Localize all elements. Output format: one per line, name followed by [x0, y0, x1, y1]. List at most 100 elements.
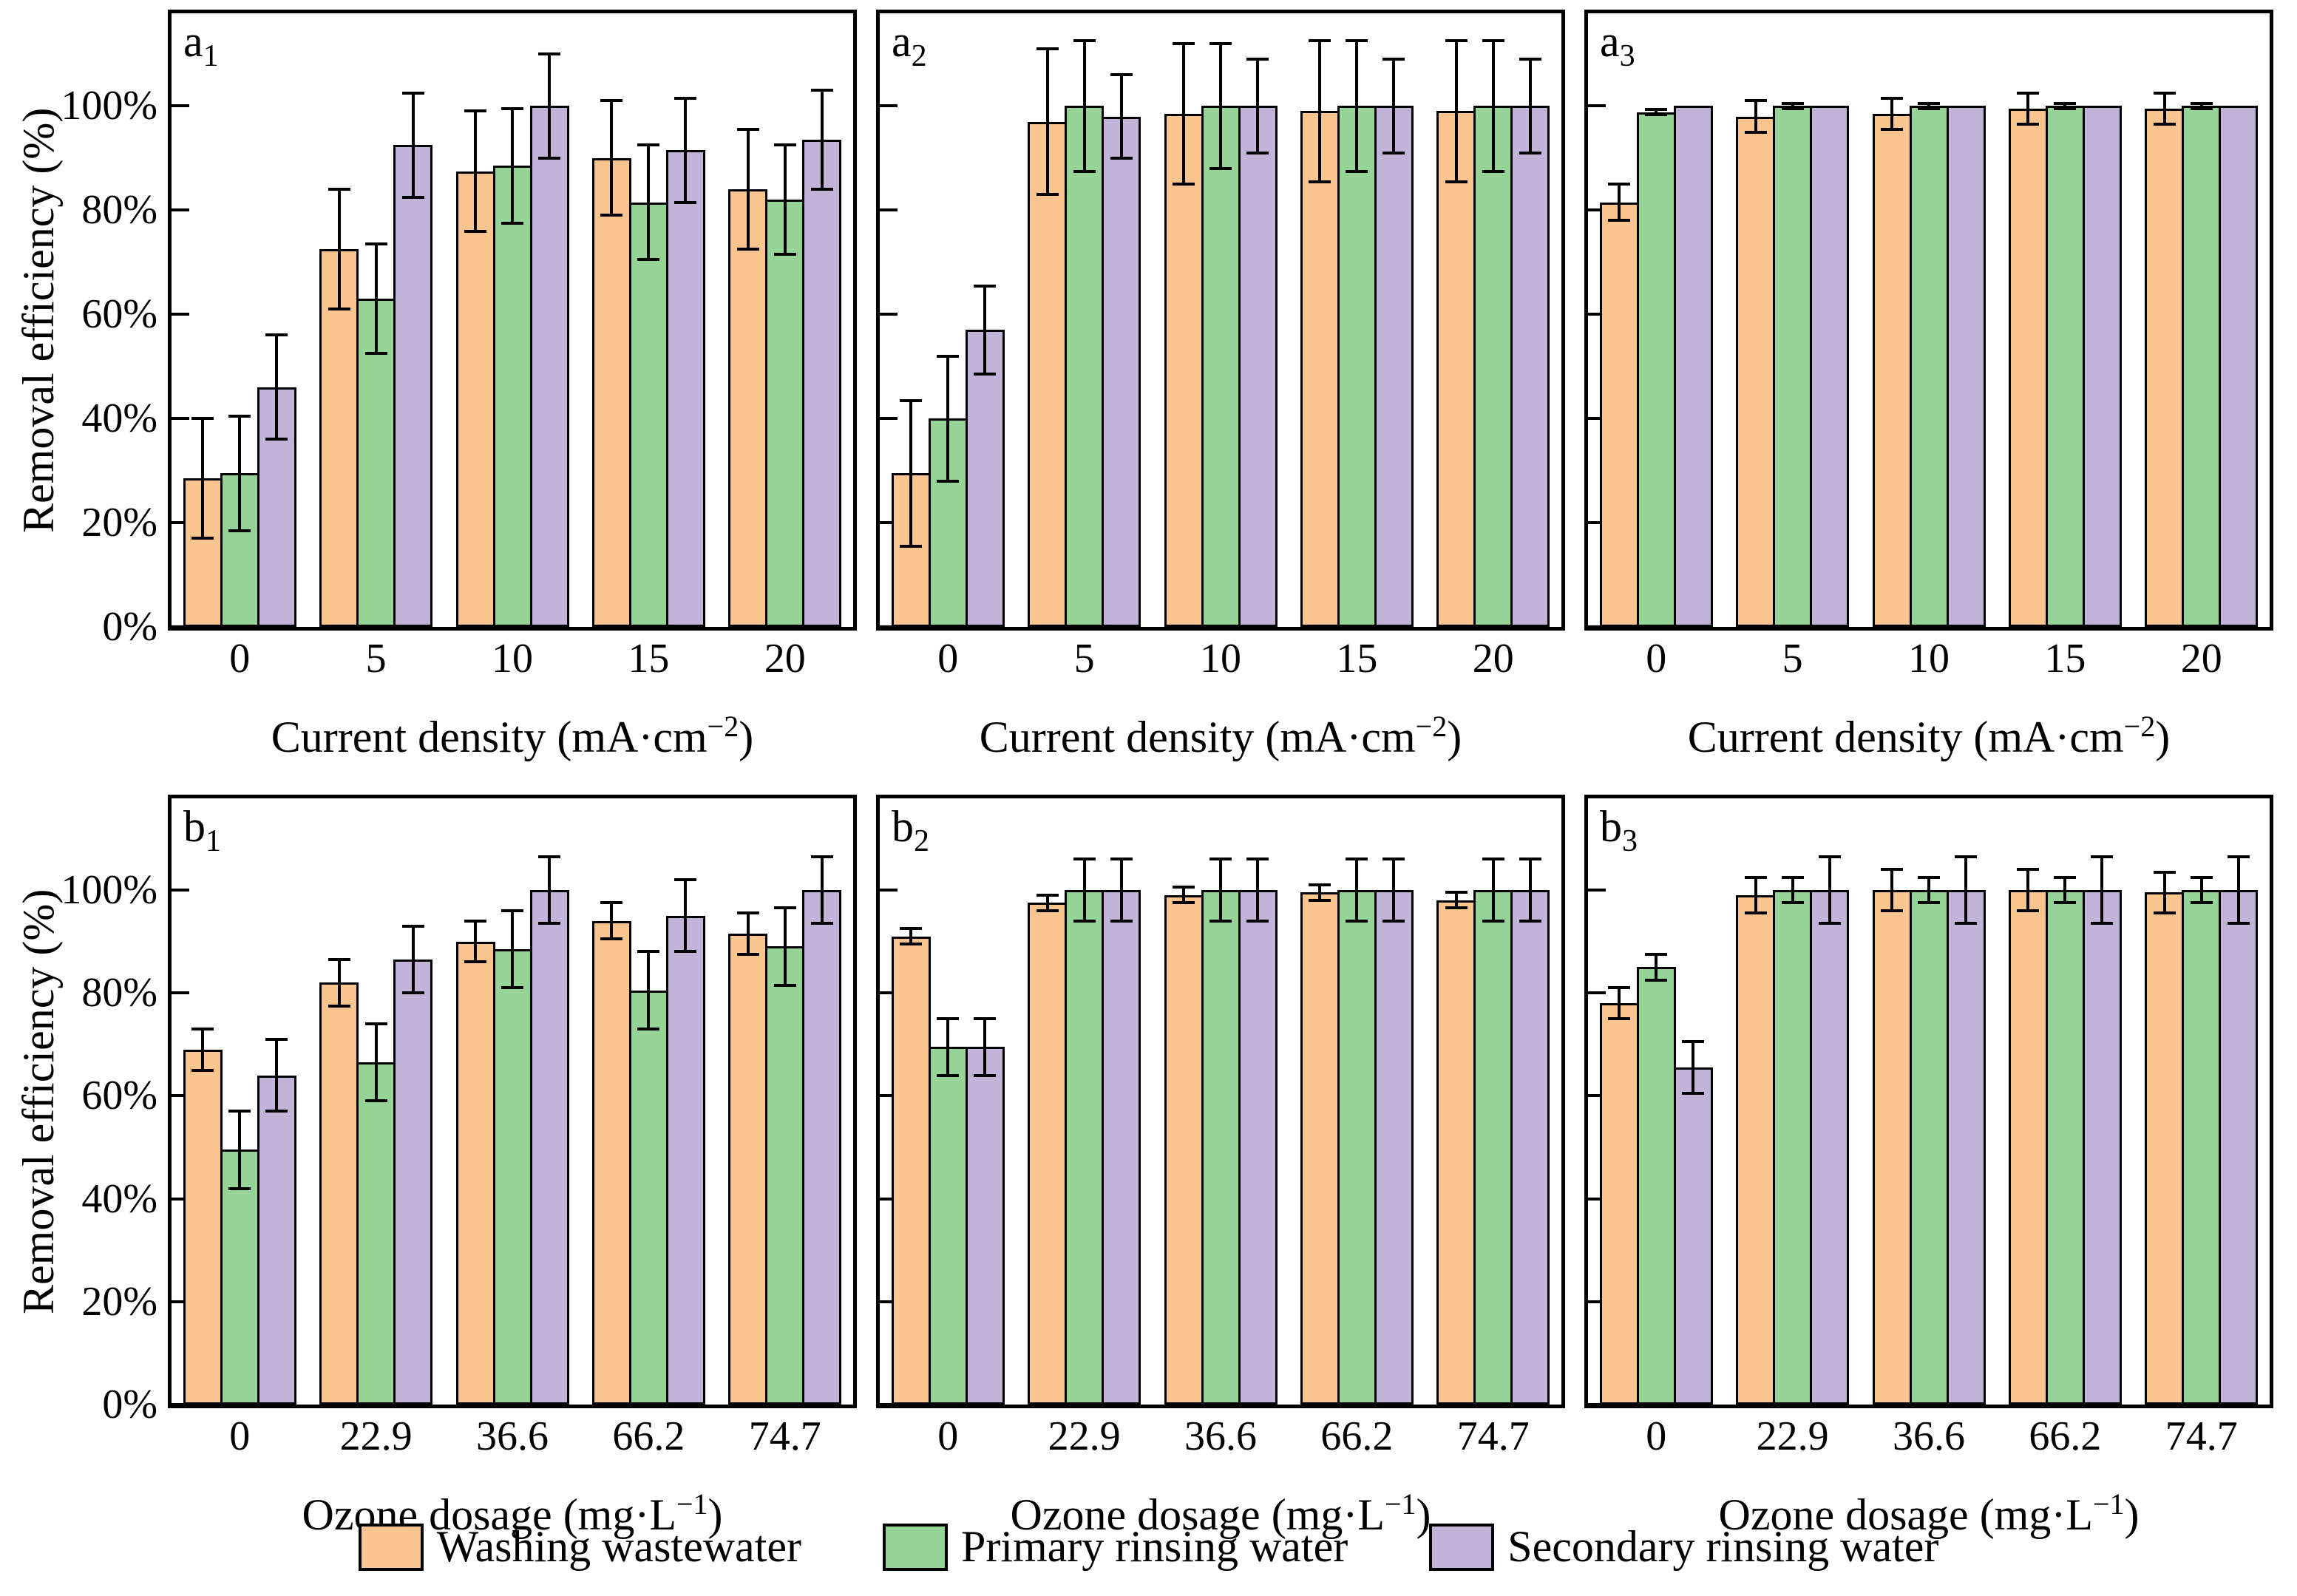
bar-fill	[1201, 106, 1241, 627]
y-tick-label: 40%	[81, 1175, 157, 1222]
error-bar	[374, 244, 378, 354]
bar-fill	[728, 934, 768, 1405]
error-bar	[238, 415, 242, 531]
bar-primary-rinsing-water	[1337, 858, 1377, 1405]
error-bar-cap	[464, 960, 487, 964]
error-bar-cap	[1445, 180, 1468, 183]
bar-group-74.7	[717, 798, 853, 1405]
error-bar	[684, 98, 688, 203]
error-bar-cap	[974, 284, 997, 288]
error-bar-cap	[773, 253, 796, 257]
y-axis-area: Removal efficiency (%) 0% 20% 40% 60% 80% 100…	[0, 795, 168, 1425]
error-bar-cap	[401, 195, 424, 199]
error-bar	[238, 1111, 242, 1189]
error-bar	[1256, 859, 1260, 921]
error-bar-cap	[1682, 1040, 1705, 1044]
error-bar	[1119, 859, 1123, 921]
x-tick-label: 5	[365, 636, 387, 682]
error-bar-cap	[1482, 919, 1504, 923]
error-bar-cap	[674, 96, 697, 100]
bar-secondary-rinsing-water	[1946, 106, 1986, 627]
y-tick	[172, 313, 189, 316]
bar-fill	[2182, 106, 2222, 627]
error-bar-cap	[1482, 169, 1504, 173]
y-tick	[1588, 1197, 1606, 1201]
error-bar	[2100, 856, 2104, 924]
error-bar-cap	[364, 242, 387, 246]
panels-row-top: a1 0 5 10 15 20 Current density (mA·cm−2) a2 0 5 1…	[168, 10, 2273, 761]
bar-group-15	[1289, 13, 1425, 627]
panels-row-bottom: b1 0 22.9 36.6 66.2 74.7 Ozone dosage (mg·L−1)…	[168, 795, 2273, 1538]
bar-groups	[172, 798, 853, 1405]
error-bar-cap	[810, 89, 833, 92]
bar-group-66.2	[1289, 798, 1425, 1405]
error-bar-cap	[364, 1022, 387, 1025]
bar-fill	[1673, 106, 1713, 627]
bar-primary-rinsing-water	[628, 143, 668, 627]
error-bar-cap	[1744, 99, 1767, 103]
x-tick-label: 0	[229, 1413, 251, 1459]
error-bar-cap	[1246, 919, 1269, 923]
error-bar-cap	[773, 143, 796, 147]
bar-fill	[1238, 889, 1278, 1405]
error-bar-cap	[1382, 58, 1405, 61]
bar-fill	[1473, 889, 1513, 1405]
error-bar-cap	[1781, 101, 1804, 105]
y-tick	[880, 521, 898, 525]
plot-area-b2: b2	[876, 795, 1565, 1408]
error-bar-cap	[2017, 909, 2040, 912]
error-bar-cap	[1309, 898, 1331, 902]
y-tick	[1588, 313, 1606, 316]
bar-group-20	[2134, 13, 2270, 627]
bar-washing-wastewater	[2145, 91, 2185, 627]
error-bar-cap	[1209, 41, 1232, 45]
bar-primary-rinsing-water	[1337, 39, 1377, 627]
error-bar	[1045, 48, 1049, 195]
error-bar-cap	[1519, 151, 1541, 154]
bar-secondary-rinsing-water	[257, 1037, 296, 1405]
bar-fill	[1201, 889, 1241, 1405]
error-bar-cap	[1645, 108, 1668, 112]
error-bar-cap	[1608, 986, 1631, 990]
error-bar-cap	[2017, 868, 2040, 872]
bar-fill	[356, 1062, 396, 1405]
bar-primary-rinsing-water	[1636, 108, 1676, 627]
error-bar-cap	[228, 414, 251, 418]
bar-washing-wastewater	[1872, 868, 1912, 1405]
bar-washing-wastewater	[891, 398, 931, 627]
bar-secondary-rinsing-water	[1102, 858, 1141, 1405]
bar-secondary-rinsing-water	[1374, 58, 1414, 627]
error-bar	[1927, 877, 1931, 903]
error-bar-cap	[1110, 73, 1133, 77]
error-bar	[1618, 184, 1621, 221]
x-tick-label: 74.7	[2165, 1413, 2238, 1459]
bar-secondary-rinsing-water	[2082, 855, 2122, 1405]
y-tick-label: 20%	[81, 1278, 157, 1325]
error-bar-cap	[1110, 156, 1133, 160]
error-bar-cap	[401, 91, 424, 95]
y-tick-label: 100%	[61, 866, 157, 913]
error-bar	[474, 920, 478, 962]
panel-a1: a1 0 5 10 15 20 Current density (mA·cm−2)	[168, 10, 857, 761]
bar-group-10	[1153, 13, 1289, 627]
error-bar	[1082, 41, 1086, 172]
error-bar	[783, 145, 787, 255]
bar-group-10	[444, 13, 580, 627]
error-bar-cap	[2054, 901, 2077, 905]
error-bar-cap	[228, 1186, 251, 1190]
x-tick-label: 74.7	[1456, 1413, 1530, 1459]
panel-label: a3	[1600, 17, 1635, 73]
error-bar-cap	[1346, 169, 1368, 173]
bar-secondary-rinsing-water	[1238, 858, 1278, 1405]
y-tick	[1588, 1094, 1606, 1098]
bar-washing-wastewater	[1164, 886, 1204, 1405]
error-bar-cap	[1781, 875, 1804, 879]
error-bar-cap	[2054, 106, 2077, 110]
bar-group-0	[880, 798, 1016, 1405]
bar-washing-wastewater	[455, 919, 495, 1405]
error-bar	[1318, 41, 1322, 182]
error-bar	[1791, 877, 1794, 903]
bar-secondary-rinsing-water	[393, 924, 433, 1405]
error-bar	[2026, 92, 2030, 125]
error-bar-cap	[1445, 39, 1468, 43]
